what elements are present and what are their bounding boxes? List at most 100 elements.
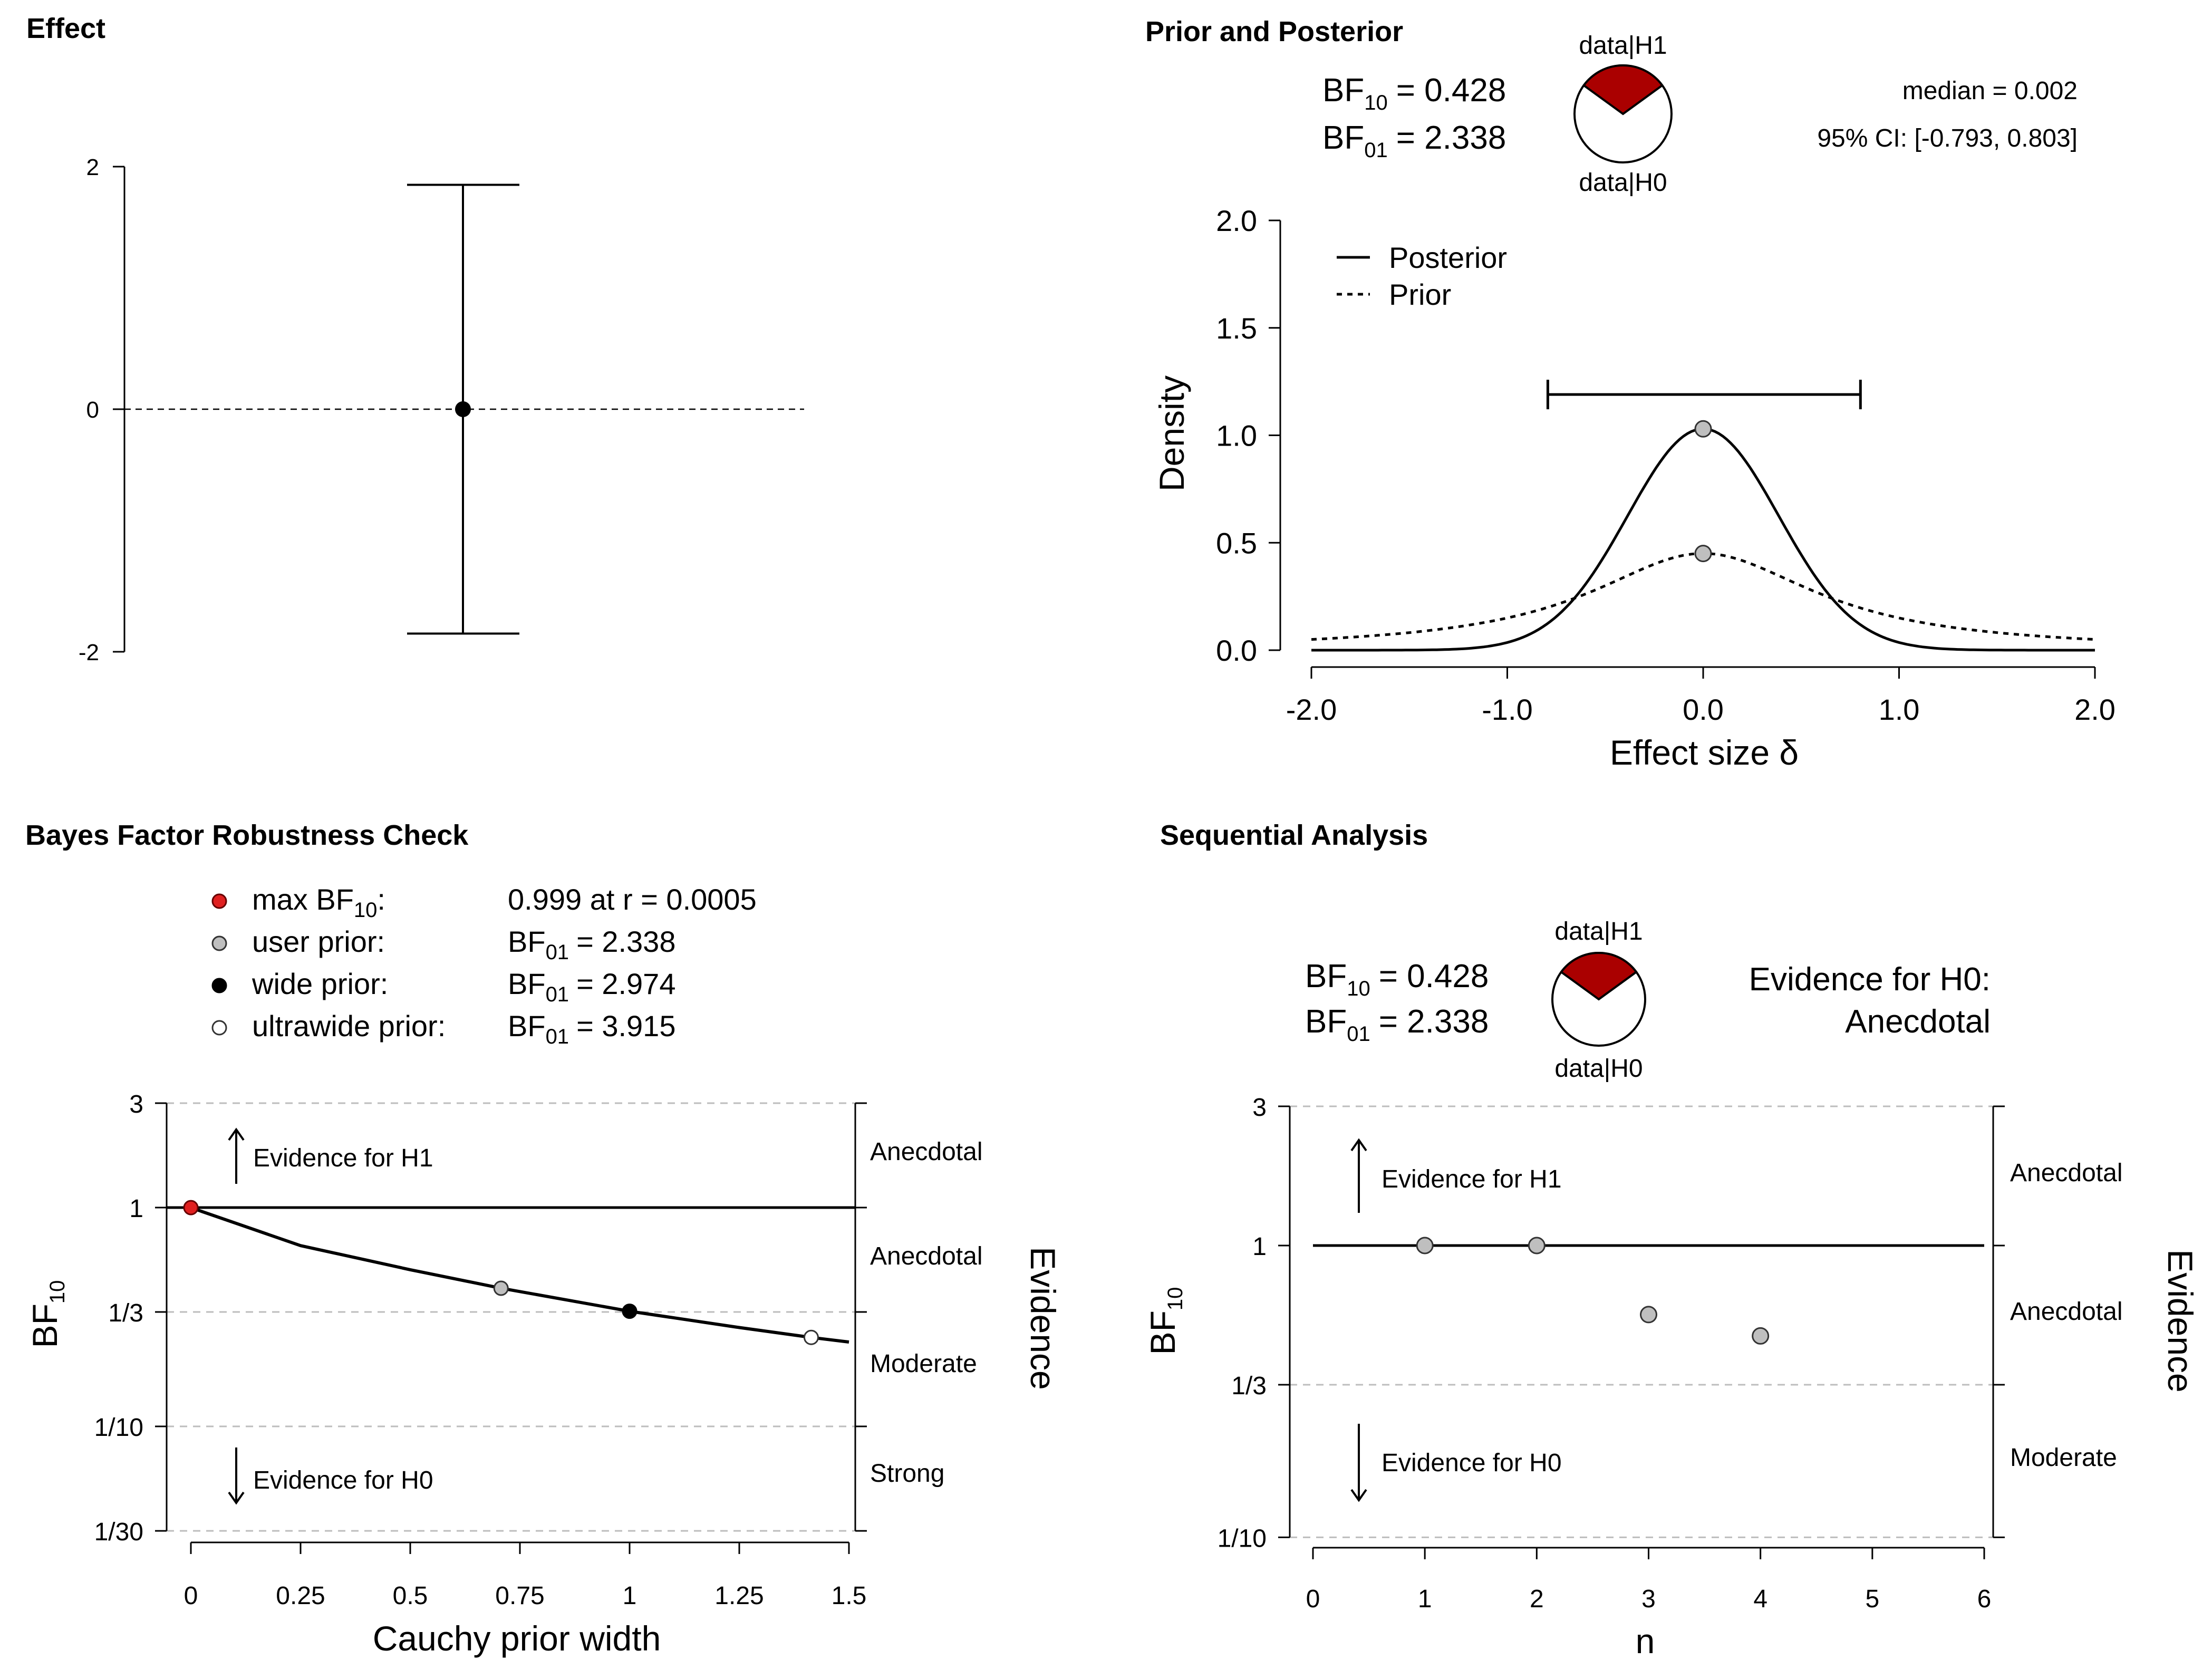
rob-legend-label-ultrawide: ultrawide prior:	[252, 1009, 446, 1043]
seq-x-tick-label-0: 0	[1306, 1585, 1320, 1613]
effect-y-tick-label-2: -2	[79, 640, 99, 665]
rob-legend-value-wide: BF01 = 2.974	[508, 967, 675, 1006]
rob-legend-value-user: BF01 = 2.338	[508, 925, 675, 964]
seq-x-axis-label: n	[1636, 1622, 1655, 1660]
seq-point-0	[1416, 1237, 1434, 1254]
pp-pie-bottom-label: data|H0	[1579, 169, 1667, 197]
seq-point-2	[1640, 1306, 1657, 1324]
rob-legend-value-max: 0.999 at r = 0.0005	[508, 883, 757, 916]
sequential-panel: Sequential Analysis BF10 = 0.428 BF01 = 2.…	[1143, 819, 2200, 1660]
pp-y-tick-label-3: 1.5	[1216, 312, 1257, 345]
pp-y-tick-label-2: 1.0	[1216, 419, 1257, 452]
robustness-plot: 3 1 1/3 1/10 1/30 0 0.25 0.5 0.75 1 1.25 1.5 Evidenc…	[94, 1090, 983, 1610]
pp-evidence-pie	[1573, 64, 1673, 163]
effect-plot: 2 0 -2	[79, 155, 804, 665]
seq-evidence-axis-label: Evidence	[2161, 1249, 2200, 1393]
prior-posterior-title: Prior and Posterior	[1145, 16, 1403, 47]
rob-point-wide	[622, 1304, 637, 1319]
seq-x-tick-label-6: 6	[1977, 1585, 1992, 1613]
rob-legend-marker-ultrawide	[211, 1020, 227, 1036]
sequential-plot: 3 1 1/3 1/10 0 1 2 3 4 5 6 Evidence for H1 Evidence …	[1218, 1094, 2123, 1613]
prior-posterior-panel: Prior and Posterior BF10 = 0.428 BF01 = 2.…	[1145, 16, 2116, 772]
rob-x-tick-label-4: 1	[623, 1582, 637, 1610]
rob-evidence-h1-label: Evidence for H1	[253, 1144, 433, 1172]
pp-pie-top-label: data|H1	[1579, 32, 1667, 60]
seq-category-0: Anecdotal	[2010, 1159, 2123, 1187]
pp-pie-h1-wedge	[1582, 64, 1664, 115]
seq-bf10-text: BF10 = 0.428	[1305, 958, 1489, 1000]
robustness-title: Bayes Factor Robustness Check	[25, 819, 469, 851]
seq-x-tick-label-5: 5	[1865, 1585, 1879, 1613]
seq-pie-top-label: data|H1	[1554, 918, 1643, 945]
pp-x-axis-label: Effect size δ	[1610, 733, 1799, 772]
rob-x-tick-label-5: 1.25	[714, 1582, 764, 1610]
pp-point-1	[1694, 545, 1712, 563]
pp-legend-prior-label: Prior	[1389, 278, 1451, 311]
seq-point-3	[1752, 1327, 1770, 1345]
rob-x-tick-label-2: 0.5	[393, 1582, 428, 1610]
rob-x-tick-label-6: 1.5	[832, 1582, 867, 1610]
effect-y-tick-label-1: 0	[86, 397, 99, 423]
pp-median-text: median = 0.002	[1902, 77, 2078, 105]
pp-point-0	[1694, 420, 1712, 438]
rob-x-tick-label-3: 0.75	[495, 1582, 544, 1610]
rob-legend-label-user: user prior:	[252, 925, 385, 958]
pp-plot: -2.0 -1.0 0.0 1.0 2.0 0.0 0.5 1.0 1.5 2.0 Posterio…	[1216, 204, 2116, 726]
robustness-panel: Bayes Factor Robustness Check max BF10: 0…	[25, 819, 1062, 1658]
rob-y-tick-label-1: 1	[129, 1195, 143, 1223]
effect-title: Effect	[26, 13, 105, 44]
pp-ci-text: 95% CI: [-0.793, 0.803]	[1817, 124, 2078, 152]
pp-x-tick-label-0: -2.0	[1286, 693, 1337, 726]
rob-point-user	[493, 1280, 509, 1296]
seq-y-tick-label-1: 1	[1252, 1233, 1267, 1261]
pp-prior-curve	[1311, 552, 2095, 641]
rob-bf-curve	[190, 1206, 849, 1344]
rob-category-2: Moderate	[870, 1350, 977, 1378]
rob-category-0: Anecdotal	[870, 1138, 983, 1166]
effect-point	[455, 401, 471, 417]
seq-category-1: Anecdotal	[2010, 1298, 2123, 1326]
seq-y-tick-label-2: 1/3	[1231, 1372, 1267, 1400]
seq-evidence-line2: Anecdotal	[1845, 1003, 1991, 1040]
rob-x-tick-label-0: 0	[184, 1582, 198, 1610]
rob-y-tick-label-3: 1/10	[94, 1414, 143, 1442]
rob-legend-marker-user	[211, 935, 227, 951]
seq-y-tick-label-3: 1/10	[1218, 1524, 1267, 1552]
seq-x-tick-label-4: 4	[1753, 1585, 1767, 1613]
effect-panel: Effect 2 0 -2	[26, 13, 804, 665]
rob-category-1: Anecdotal	[870, 1242, 983, 1270]
rob-point-ultrawide	[803, 1329, 819, 1345]
rob-legend-value-ultrawide: BF01 = 3.915	[508, 1009, 675, 1048]
seq-arrow-down-head	[1350, 1489, 1367, 1502]
rob-evidence-h0-label: Evidence for H0	[253, 1466, 433, 1494]
rob-y-tick-label-0: 3	[129, 1090, 143, 1118]
rob-y-tick-label-4: 1/30	[94, 1518, 143, 1546]
rob-evidence-axis-label: Evidence	[1023, 1247, 1062, 1390]
seq-pie-bottom-label: data|H0	[1554, 1055, 1643, 1083]
rob-category-3: Strong	[870, 1460, 944, 1488]
rob-point-max	[183, 1200, 199, 1215]
pp-x-tick-label-2: 0.0	[1683, 693, 1724, 726]
seq-evidence-h1-label: Evidence for H1	[1382, 1165, 1562, 1193]
rob-x-axis-label: Cauchy prior width	[373, 1619, 661, 1658]
seq-evidence-line1: Evidence for H0:	[1749, 961, 1991, 998]
pp-legend-posterior-label: Posterior	[1389, 241, 1507, 274]
seq-evidence-pie	[1551, 952, 1646, 1047]
rob-arrow-down-head	[228, 1491, 245, 1505]
pp-x-tick-label-1: -1.0	[1482, 693, 1533, 726]
seq-x-tick-label-2: 2	[1530, 1585, 1544, 1613]
pp-y-axis-label: Density	[1152, 375, 1191, 491]
pp-y-tick-label-1: 0.5	[1216, 526, 1257, 559]
rob-y-axis-label: BF10	[25, 1280, 69, 1348]
robustness-legend: max BF10: 0.999 at r = 0.0005 user prior: B…	[211, 883, 757, 1048]
rob-legend-label-max: max BF10:	[252, 883, 385, 922]
pp-y-tick-label-4: 2.0	[1216, 204, 1257, 237]
seq-point-1	[1528, 1237, 1545, 1254]
seq-bf01-text: BF01 = 2.338	[1305, 1003, 1489, 1046]
effect-y-tick-label-0: 2	[86, 155, 99, 180]
rob-legend-marker-wide	[211, 978, 227, 993]
seq-evidence-h0-label: Evidence for H0	[1382, 1449, 1562, 1477]
seq-pie-h1-wedge	[1560, 952, 1638, 1001]
rob-arrow-up-head	[228, 1127, 245, 1141]
